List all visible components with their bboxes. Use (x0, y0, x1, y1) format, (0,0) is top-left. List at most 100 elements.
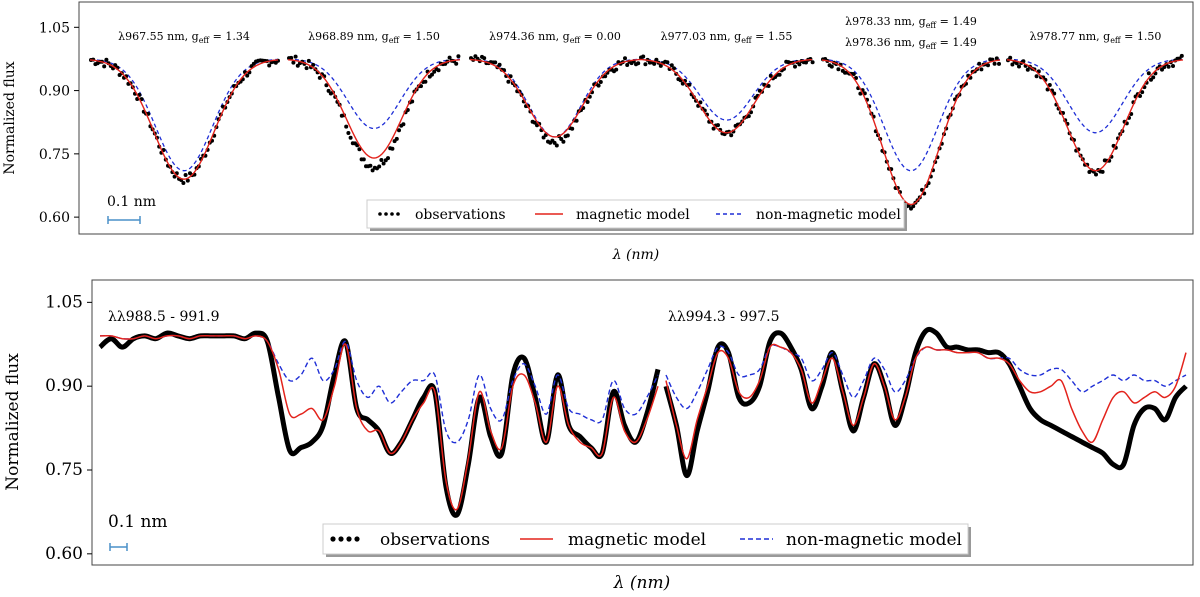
observation-point (493, 60, 498, 65)
bottom-scale-bar: 0.1 nm (108, 512, 168, 551)
observation-point (1025, 67, 1030, 72)
nonmagnetic-model-line (1007, 58, 1184, 134)
observation-point (172, 174, 177, 179)
bottom-series (98, 326, 1188, 518)
observation-point (623, 56, 627, 61)
legend-dot (390, 212, 394, 216)
nonmagnetic-model-spectrum (99, 334, 659, 444)
observation-point (419, 84, 423, 89)
bottom-yticks: 1.05 0.90 0.75 0.60 (45, 292, 92, 564)
observation-point (797, 62, 802, 67)
magnetic-model-line (639, 58, 813, 134)
legend-dot (354, 536, 360, 542)
observation-point (104, 57, 109, 62)
observation-point (456, 54, 461, 59)
observation-point (346, 131, 351, 135)
observation-point (729, 133, 734, 138)
observation-point (716, 123, 720, 128)
observation-point (669, 63, 674, 68)
y-tick-label: 1.05 (39, 20, 70, 36)
line-label: λ967.55 nm, geff = 1.34 (118, 30, 250, 45)
top-panel: Normalized flux λ (nm) 1.050.900.750.60 … (2, 1, 1194, 263)
line-label: λ978.33 nm, geff = 1.49 (845, 15, 977, 30)
bottom-legend-nonmagnetic-label: non-magnetic model (786, 530, 962, 550)
observation-point (423, 79, 428, 84)
observation-point (401, 122, 406, 127)
observation-point (245, 73, 250, 78)
top-scale-bar-label: 0.1 nm (107, 194, 156, 210)
observation-point (636, 61, 641, 66)
observation-point (454, 61, 459, 66)
top-xlabel: λ (nm) (612, 247, 660, 263)
bottom-range-2: λλ994.3 - 997.5 (668, 309, 780, 325)
observation-point (746, 114, 751, 119)
y-tick-label: 1.05 (45, 292, 83, 312)
magnetic-model-line (469, 58, 641, 138)
line-label: λ977.03 nm, geff = 1.55 (661, 30, 793, 45)
observation-point (390, 146, 395, 151)
observation-point (1034, 74, 1039, 79)
observation-point (181, 181, 186, 185)
top-ylabel: Normalized flux (2, 61, 18, 174)
bottom-panel: Normalized flux λ (nm) 1.050.900.750.60 … (3, 279, 1194, 593)
observation-point (829, 64, 834, 69)
top-plot-area (78, 1, 1194, 235)
observation-point (377, 164, 382, 169)
observation-point (911, 204, 916, 209)
magnetic-model-line (287, 59, 461, 159)
bottom-xlabel: λ (nm) (613, 573, 671, 593)
top-legend: observations magnetic model non-magnetic… (366, 199, 907, 231)
y-tick-label: 0.60 (39, 210, 70, 226)
observation-point (585, 100, 590, 104)
observation-point (641, 54, 646, 59)
observation-point (394, 136, 399, 141)
observation-point (1140, 90, 1145, 95)
observation-point (185, 178, 190, 183)
line-label: λ974.36 nm, geff = 0.00 (489, 30, 621, 45)
top-legend-obs-label: observations (415, 207, 506, 223)
observation-point (348, 135, 353, 140)
observation-point (858, 91, 863, 96)
observation-point (289, 55, 294, 60)
y-tick-label: 0.90 (39, 84, 70, 100)
observation-point (267, 63, 272, 68)
y-tick-label: 0.90 (45, 376, 83, 396)
observation-point (386, 156, 390, 161)
observation-point (295, 63, 300, 68)
bottom-legend-obs-marker (330, 536, 360, 542)
observation-point (113, 63, 118, 68)
observation-point (1146, 71, 1151, 76)
bottom-legend-obs-label: observations (380, 530, 490, 550)
observation-point (482, 56, 487, 61)
bottom-plot-area (91, 279, 1194, 566)
observation-point (1179, 53, 1184, 58)
observation-point (1171, 64, 1175, 68)
line-label: λ978.36 nm, geff = 1.49 (845, 36, 977, 51)
observation-point (658, 63, 663, 68)
observation-point (652, 61, 657, 66)
observation-point (603, 74, 608, 79)
observation-point (102, 64, 107, 69)
observation-point (1138, 94, 1142, 98)
observation-point (436, 68, 441, 73)
y-tick-label: 0.75 (45, 460, 83, 480)
top-legend-box (366, 199, 905, 229)
observation-point (381, 161, 386, 166)
nonmagnetic-model-line (821, 58, 1001, 172)
observation-point (1151, 75, 1156, 80)
observation-point (559, 137, 564, 141)
bottom-legend: observations magnetic model non-magnetic… (322, 523, 971, 557)
top-series (89, 53, 1184, 211)
observation-point (306, 58, 311, 63)
nonmagnetic-model-line (287, 58, 461, 130)
legend-dot (346, 536, 352, 542)
y-tick-label: 0.75 (39, 147, 70, 163)
observation-point (793, 64, 797, 69)
magnetic-model-spectrum (665, 343, 1187, 460)
observation-point (836, 67, 841, 72)
observation-point (777, 72, 782, 77)
observation-point (598, 80, 603, 84)
observation-point (311, 62, 316, 67)
observation-point (680, 81, 685, 86)
